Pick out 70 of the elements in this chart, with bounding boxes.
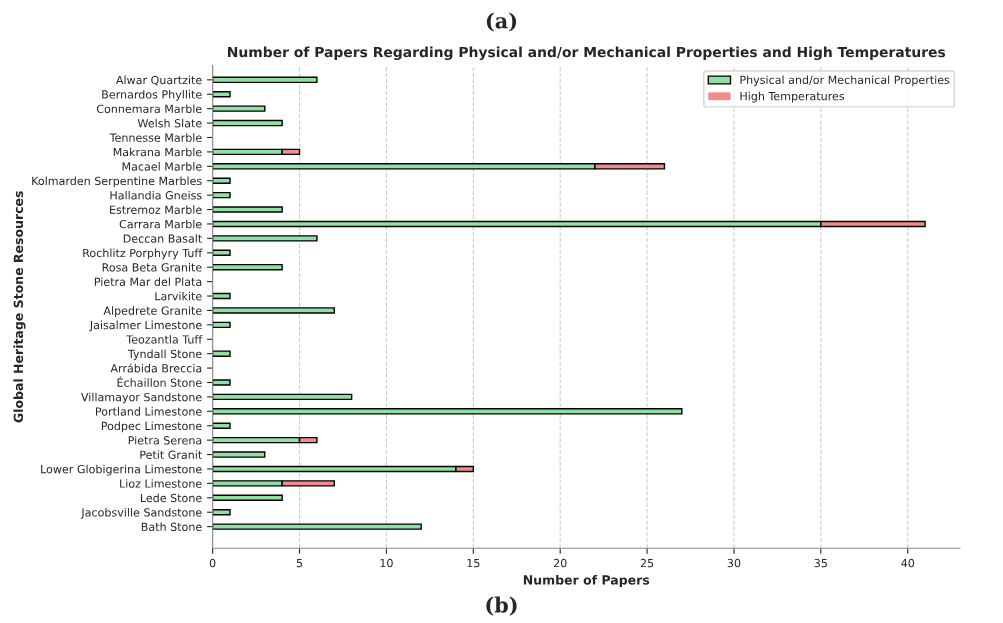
x-tick-label: 15 xyxy=(467,559,480,568)
y-tick-label: Kolmarden Serpentine Marbles xyxy=(32,176,202,188)
bar xyxy=(212,422,231,429)
y-tick-label: Arrábida Breccia xyxy=(110,363,202,373)
y-tick-label: Bernardos Phyllite xyxy=(102,90,202,101)
bar xyxy=(212,177,231,184)
y-tick-label: Alpedrete Granite xyxy=(103,306,202,317)
x-tick-label: 10 xyxy=(380,558,393,568)
bar xyxy=(212,494,283,502)
bar xyxy=(212,292,231,300)
text: (b) xyxy=(486,596,517,616)
x-tick-label: 25 xyxy=(640,558,654,568)
bar xyxy=(212,235,318,242)
y-tick-label: Teozantla Tuff xyxy=(126,335,203,344)
legend-label: High Temperatures xyxy=(740,91,845,103)
y-tick-label: Alwar Quartzite xyxy=(115,75,202,86)
y-tick-label: Jaisalmer Limestone xyxy=(89,320,202,332)
bar xyxy=(212,451,266,458)
bar xyxy=(212,76,318,84)
bar xyxy=(212,523,422,530)
x-tick-label: 30 xyxy=(727,558,741,568)
y-tick-label: Rochlitz Porphyry Tuff xyxy=(83,248,203,260)
y-tick-label: Petit Granit xyxy=(140,450,202,459)
bar xyxy=(212,191,231,199)
y-tick-label: Rosa Beta Granite xyxy=(102,262,202,272)
bar xyxy=(212,105,266,112)
y-axis-title: Global Heritage Stone Resources xyxy=(13,191,26,423)
y-tick-label: Échaillon Stone xyxy=(117,376,202,387)
y-tick-label: Deccan Basalt xyxy=(123,234,202,243)
y-tick-label: Pietra Mar del Plata xyxy=(94,277,202,286)
bar xyxy=(212,379,231,386)
x-tick-label: 5 xyxy=(296,559,303,568)
x-tick-label: 40 xyxy=(901,558,915,568)
y-tick-label: Hallandia Gneiss xyxy=(110,190,202,200)
y-tick-label: Bath Stone xyxy=(141,522,202,531)
bar xyxy=(212,263,283,271)
x-axis-title: Number of Papers xyxy=(523,574,650,588)
y-tick-label: Makrana Marble xyxy=(113,147,202,157)
y-tick-label: Estremoz Marble xyxy=(110,205,202,214)
y-tick-label: Larvikite xyxy=(155,291,202,301)
y-tick-label: Macael Marble xyxy=(122,162,202,171)
y-tick-label: Villamayor Sandstone xyxy=(81,392,202,404)
text: (a) xyxy=(486,12,517,32)
x-tick-label: 20 xyxy=(553,558,567,568)
bar xyxy=(212,321,231,329)
bar xyxy=(212,119,283,127)
bar xyxy=(212,350,231,357)
bar xyxy=(212,408,683,415)
bar xyxy=(212,393,353,401)
bar xyxy=(212,249,231,256)
y-tick-label: Carrara Marble xyxy=(119,219,202,229)
y-tick-label: Tennesse Marble xyxy=(109,133,202,142)
chart-title: Number of Papers Regarding Physical and/or Mechanical Properties and High Temperatures xyxy=(228,46,946,61)
y-tick-label: Lioz Limestone xyxy=(120,479,202,488)
x-tick-label: 35 xyxy=(814,558,827,568)
bar xyxy=(212,91,231,98)
legend-label: Physical and/or Mechanical Properties xyxy=(740,75,950,87)
y-tick-label: Connemara Marble xyxy=(96,104,202,114)
bar xyxy=(212,307,335,314)
y-tick-label: Jacobsville Sandstone xyxy=(80,507,202,519)
y-tick-label: Lower Globigerina Limestone xyxy=(41,464,202,476)
x-tick-label: 0 xyxy=(209,558,216,568)
y-tick-label: Podpec Limestone xyxy=(101,421,202,433)
bar xyxy=(212,206,283,213)
y-tick-label: Portland Limestone xyxy=(96,407,202,416)
bar xyxy=(212,508,231,516)
y-tick-label: Lede Stone xyxy=(140,493,202,503)
y-tick-label: Welsh Slate xyxy=(137,118,202,128)
y-tick-label: Tyndall Stone xyxy=(127,349,202,361)
y-tick-label: Pietra Serena xyxy=(128,435,202,445)
